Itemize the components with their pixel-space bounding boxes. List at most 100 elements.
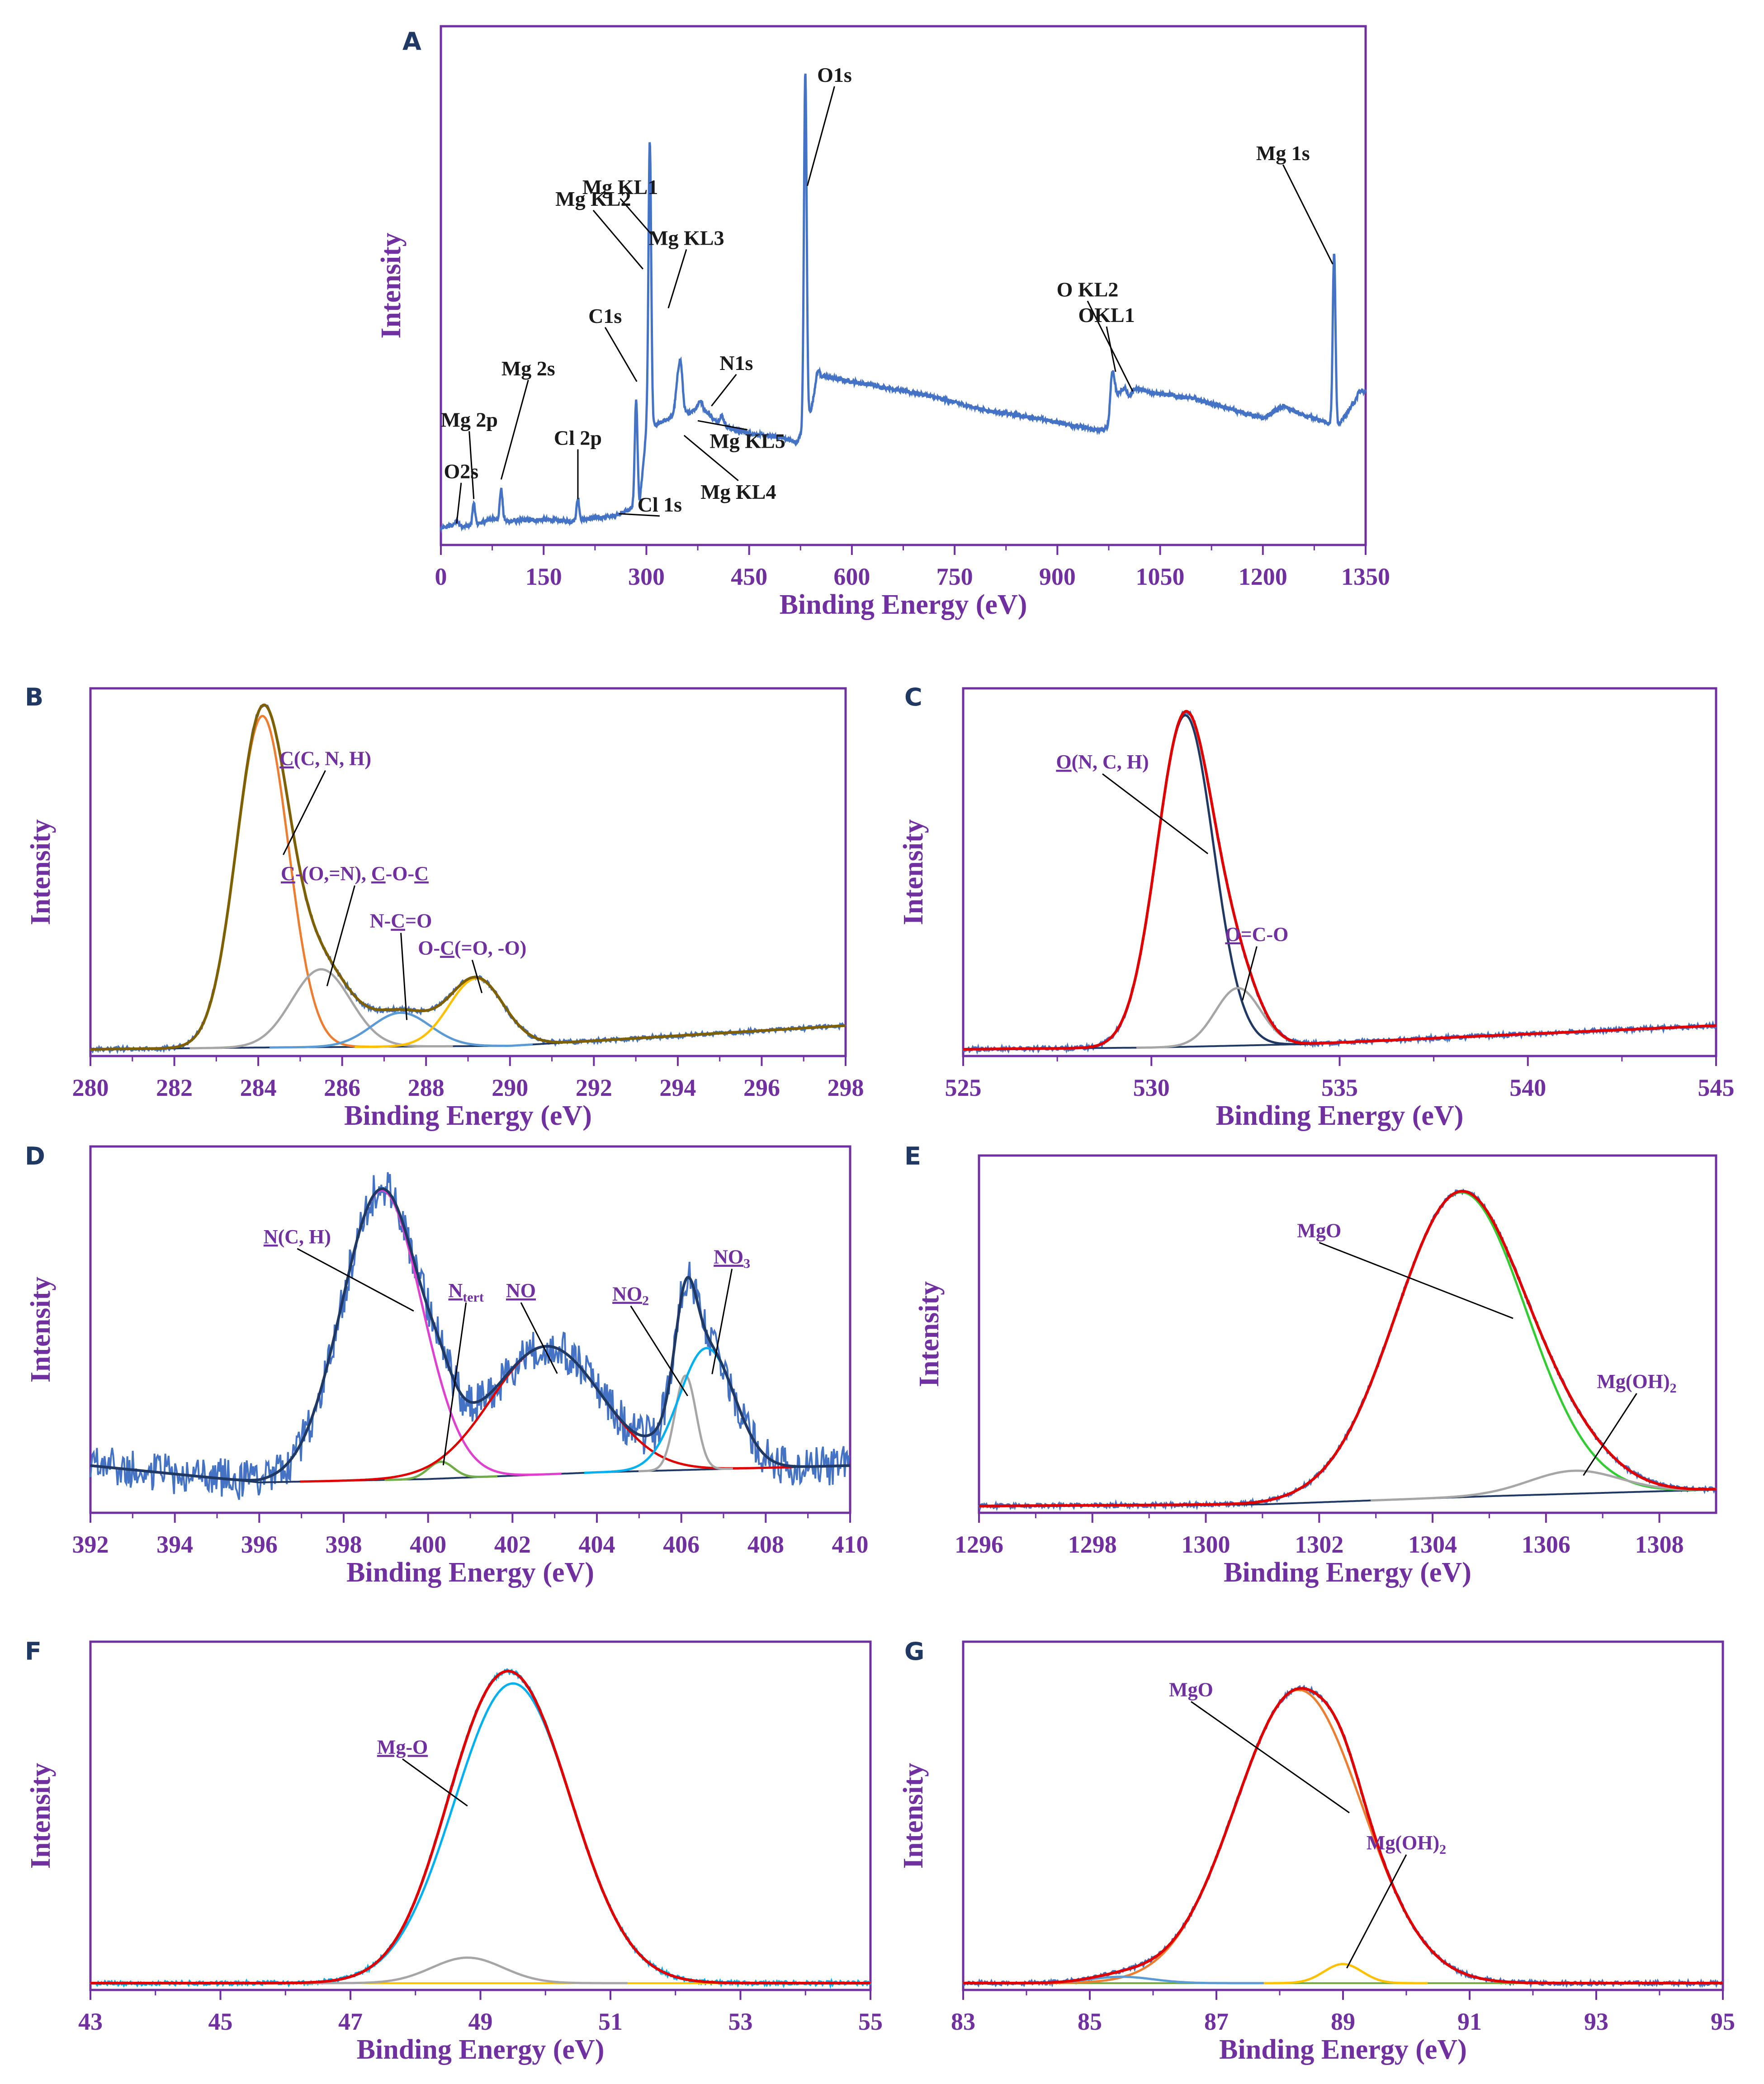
peak-annotation: Mg KL3 bbox=[648, 226, 724, 249]
x-tick-label: 1308 bbox=[1635, 1531, 1684, 1558]
label-leader bbox=[402, 1758, 468, 1807]
x-tick-label: 0 bbox=[435, 563, 447, 590]
annotation-leader bbox=[604, 327, 638, 382]
component-peak-0 bbox=[1168, 1191, 1717, 1506]
label-leader bbox=[1346, 1854, 1407, 1969]
envelope-fit-line bbox=[90, 1187, 851, 1482]
x-tick-label: 300 bbox=[628, 563, 665, 590]
annotation-leader bbox=[806, 86, 835, 186]
peak-label-G-0: MgO bbox=[1169, 1679, 1213, 1701]
y-axis-title: Intensity bbox=[898, 1763, 929, 1869]
x-tick-label: 91 bbox=[1457, 2008, 1482, 2035]
component-peak-3 bbox=[638, 1374, 733, 1473]
x-tick-label: 398 bbox=[326, 1531, 362, 1558]
label-leader bbox=[400, 933, 408, 1020]
panel-letter: A bbox=[402, 27, 421, 56]
raw-spectrum-line bbox=[90, 703, 847, 1055]
x-tick-label: 55 bbox=[858, 2008, 883, 2035]
peak-annotation: Mg KL4 bbox=[700, 480, 776, 503]
panel-E: E 1296 1298 1300 1302 1304 1306 1308 Binding Ene… bbox=[904, 1142, 1717, 1588]
x-tick-label: 296 bbox=[743, 1074, 780, 1101]
annotation-leader bbox=[500, 379, 529, 480]
x-axis-title: Binding Energy (eV) bbox=[346, 1557, 594, 1588]
y-axis-title: Intensity bbox=[25, 1277, 56, 1383]
survey-spectrum-line bbox=[440, 73, 1367, 534]
annotation-leader bbox=[456, 483, 462, 524]
x-tick-label: 392 bbox=[72, 1531, 109, 1558]
x-tick-label: 292 bbox=[576, 1074, 612, 1101]
x-tick-label: 406 bbox=[663, 1531, 700, 1558]
x-tick-label: 1302 bbox=[1295, 1531, 1343, 1558]
x-tick-label: 1200 bbox=[1239, 563, 1287, 590]
x-tick-label: 540 bbox=[1509, 1074, 1546, 1101]
plot-frame bbox=[89, 1640, 872, 1991]
peak-label-D-2: NO bbox=[506, 1279, 536, 1302]
component-peak-2 bbox=[270, 1011, 533, 1049]
plot-frame bbox=[440, 25, 1367, 546]
annotation-leader bbox=[1282, 164, 1334, 265]
x-tick-label: 450 bbox=[731, 563, 767, 590]
component-peak-0 bbox=[202, 1189, 562, 1482]
panel-letter: G bbox=[904, 1637, 924, 1666]
panel-F: F 43 45 47 49 51 53 55 Binding Energy (eV) Intens… bbox=[25, 1637, 883, 2065]
x-tick-label: 282 bbox=[156, 1074, 193, 1101]
peak-annotation: O KL2 bbox=[1057, 278, 1119, 301]
panel-D: D 392 394 396 398 400 402 404 406 408 410 Binding E… bbox=[25, 1142, 869, 1588]
x-axis-title: Binding Energy (eV) bbox=[1219, 2034, 1467, 2065]
annotation-leader bbox=[683, 435, 739, 481]
y-axis-title: Intensity bbox=[25, 819, 56, 925]
label-leader bbox=[283, 770, 326, 855]
y-axis-title: Intensity bbox=[376, 232, 407, 338]
x-tick-label: 87 bbox=[1204, 2008, 1229, 2035]
x-tick-label: 45 bbox=[208, 2008, 233, 2035]
x-tick-label: 1296 bbox=[955, 1531, 1003, 1558]
x-tick-label: 53 bbox=[728, 2008, 753, 2035]
component-peak-1 bbox=[1136, 987, 1339, 1049]
label-leader bbox=[1319, 1242, 1513, 1319]
label-leader bbox=[630, 1305, 688, 1397]
peak-label-C-0: O(N, C, H) bbox=[1056, 751, 1149, 773]
x-tick-label: 535 bbox=[1321, 1074, 1358, 1101]
panel-letter: F bbox=[25, 1637, 42, 1666]
x-tick-label: 93 bbox=[1584, 2008, 1608, 2035]
annotation-leader bbox=[711, 374, 737, 407]
panel-C: C 525 530 535 540 545 Binding Energy (eV) Inten… bbox=[898, 683, 1735, 1131]
peak-annotation: Cl 2p bbox=[554, 426, 602, 449]
y-axis-title: Intensity bbox=[898, 819, 929, 925]
x-tick-label: 545 bbox=[1698, 1074, 1735, 1101]
envelope-fit-line bbox=[90, 1669, 870, 1985]
peak-annotation: Mg 2s bbox=[501, 357, 555, 380]
peak-label-B-1: C-(O,=N), C-O-C bbox=[281, 862, 429, 885]
x-tick-label: 284 bbox=[240, 1074, 277, 1101]
x-tick-label: 530 bbox=[1133, 1074, 1170, 1101]
annotation-leader bbox=[667, 249, 687, 308]
x-axis-title: Binding Energy (eV) bbox=[1224, 1557, 1471, 1588]
annotation-leader bbox=[697, 420, 748, 431]
x-tick-label: 1350 bbox=[1341, 563, 1390, 590]
peak-label-E-1: Mg(OH)2 bbox=[1597, 1370, 1676, 1396]
x-tick-label: 1304 bbox=[1408, 1531, 1457, 1558]
component-peak-1 bbox=[307, 1956, 628, 1985]
x-tick-label: 49 bbox=[468, 2008, 493, 2035]
x-tick-label: 410 bbox=[832, 1531, 869, 1558]
x-tick-label: 900 bbox=[1039, 563, 1076, 590]
component-peak-0 bbox=[1014, 1688, 1583, 1985]
label-leader bbox=[442, 1302, 467, 1466]
x-tick-label: 288 bbox=[408, 1074, 445, 1101]
x-tick-label: 396 bbox=[241, 1531, 278, 1558]
plot-frame bbox=[89, 687, 847, 1057]
peak-annotation: O1s bbox=[817, 63, 852, 86]
x-tick-label: 394 bbox=[156, 1531, 193, 1558]
annotation-leader bbox=[468, 431, 475, 499]
x-tick-label: 290 bbox=[492, 1074, 528, 1101]
x-tick-label: 600 bbox=[833, 563, 870, 590]
label-leader bbox=[520, 1302, 558, 1374]
x-tick-label: 280 bbox=[72, 1074, 109, 1101]
raw-spectrum-line bbox=[978, 1188, 1717, 1511]
x-tick-label: 83 bbox=[951, 2008, 975, 2035]
x-tick-label: 47 bbox=[338, 2008, 363, 2035]
peak-annotation: Mg 1s bbox=[1256, 142, 1310, 165]
panel-letter: D bbox=[25, 1142, 45, 1170]
peak-annotation: C1s bbox=[588, 304, 622, 327]
y-axis-title: Intensity bbox=[914, 1281, 945, 1387]
